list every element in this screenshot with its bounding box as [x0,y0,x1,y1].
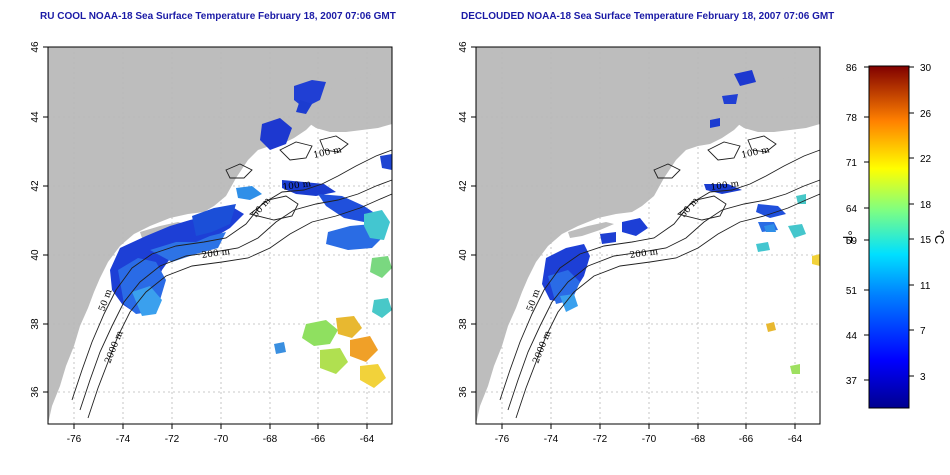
c-tick-label: 3 [920,372,926,383]
lat-tick-label: 46 [30,41,41,53]
right-contours [499,135,821,419]
lat-tick-label: 44 [458,111,469,123]
lon-tick-label: -66 [739,434,754,445]
right-map: 100 m 100 m 50 m 200 m 50 m 2000 m -76 -… [458,41,821,445]
f-tick-label: 59 [846,236,858,247]
c-tick-label: 7 [920,326,926,337]
right-sst-data [542,70,820,374]
lon-tick-label: -64 [788,434,803,445]
right-map-title: DECLOUDED NOAA-18 Sea Surface Temperatur… [461,11,835,22]
colorbar: 86 78 71 64 59 51 44 37 30 26 22 18 15 1… [840,63,947,409]
lon-tick-label: -72 [593,434,608,445]
left-lat-labels: 46 44 42 40 38 36 [30,41,41,398]
right-lon-labels: -76 -74 -72 -70 -68 -66 -64 [495,434,803,445]
colorbar-gradient [869,66,909,408]
f-tick-label: 64 [846,204,858,215]
left-map: 100 m 100 m 50 m 200 m 50 m 2000 m -76 -… [30,41,393,445]
lat-tick-label: 46 [458,41,469,53]
c-tick-label: 18 [920,200,932,211]
right-grid [476,47,820,424]
lon-tick-label: -70 [214,434,229,445]
lat-tick-label: 38 [458,318,469,330]
celsius-unit-label: °C [932,230,947,245]
lat-tick-label: 42 [458,180,469,192]
right-land-ns [728,70,820,132]
right-frame [475,46,821,425]
right-lat-labels: 46 44 42 40 38 36 [458,41,469,398]
f-tick-label: 71 [846,158,858,169]
lat-tick-label: 44 [30,111,41,123]
f-tick-label: 37 [846,376,858,387]
left-land-ns [300,70,392,132]
lon-tick-label: -70 [642,434,657,445]
lon-tick-label: -66 [311,434,326,445]
lon-tick-label: -74 [116,434,131,445]
lat-tick-label: 36 [458,386,469,398]
right-tick-marks [471,46,796,429]
left-lon-labels: -76 -74 -72 -70 -68 -66 -64 [67,434,375,445]
fahrenheit-unit-label: °F [840,230,855,243]
left-grid [48,47,392,424]
left-sst-data [110,80,392,388]
contour-label: 100 m [282,179,312,193]
lat-tick-label: 36 [30,386,41,398]
left-tick-marks [43,46,368,429]
colorbar-c-labels: 30 26 22 18 15 11 7 3 [920,63,932,383]
right-land-li [568,222,614,238]
lon-tick-label: -72 [165,434,180,445]
c-tick-label: 22 [920,154,932,165]
c-tick-label: 15 [920,235,932,246]
left-land [48,47,392,424]
colorbar-frame [868,65,910,409]
lon-tick-label: -68 [691,434,706,445]
left-contours [71,135,393,419]
lon-tick-label: -76 [67,434,82,445]
f-tick-label: 86 [846,63,858,74]
left-frame [47,46,393,425]
right-land [476,47,820,424]
lat-tick-label: 38 [30,318,41,330]
lat-tick-label: 42 [30,180,41,192]
lon-tick-label: -74 [544,434,559,445]
lat-tick-label: 40 [30,249,41,261]
lat-tick-label: 40 [458,249,469,261]
c-tick-label: 26 [920,109,932,120]
f-tick-label: 44 [846,331,858,342]
lon-tick-label: -68 [263,434,278,445]
left-map-title: RU COOL NOAA-18 Sea Surface Temperature … [40,11,396,22]
c-tick-label: 11 [920,281,931,292]
contour-label: 100 m [710,179,740,193]
f-tick-label: 51 [846,286,858,297]
lon-tick-label: -76 [495,434,510,445]
c-tick-label: 30 [920,63,932,74]
f-tick-label: 78 [846,113,858,124]
lon-tick-label: -64 [360,434,375,445]
contour-label: 200 m [201,247,231,261]
colorbar-f-labels: 86 78 71 64 59 51 44 37 [846,63,858,387]
contour-label: 200 m [629,247,659,261]
colorbar-ticks [864,66,914,381]
